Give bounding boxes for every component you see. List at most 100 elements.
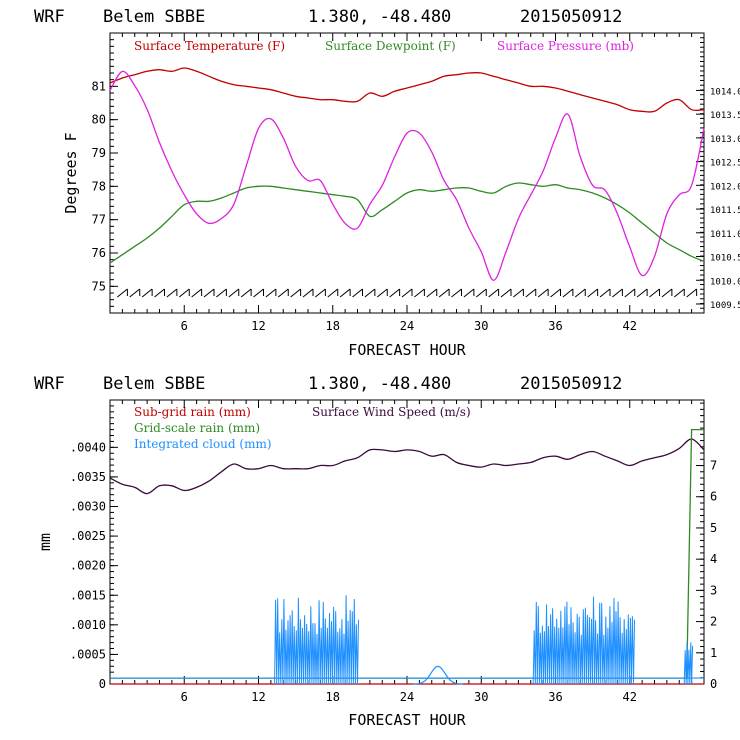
top-x-tick-label: 18 — [326, 319, 340, 333]
bottom-legend: Sub-grid rain (mm) Grid-scale rain (mm) … — [134, 405, 471, 451]
wind-barb — [154, 288, 165, 298]
legend-surface-pressure: Surface Pressure (mb) — [497, 39, 634, 53]
bottom-series-surface-wind-speed-m-s — [109, 438, 705, 495]
bottom-header-model: WRF — [34, 374, 65, 394]
wind-barb — [290, 288, 301, 298]
wind-barb — [426, 288, 438, 298]
bottom-y2-tick-label: 6 — [710, 490, 717, 504]
bottom-y2-tick-label: 2 — [710, 615, 717, 629]
legend-subgrid-rain: Sub-grid rain (mm) — [134, 405, 251, 419]
wind-barb — [537, 288, 549, 298]
bottom-series-integrated-cloud-mm-burst — [683, 642, 694, 685]
top-y2-tick-label: 1009.5 — [710, 301, 740, 311]
top-y2-tick-label: 1011.5 — [710, 206, 740, 216]
top-x-tick-label: 24 — [400, 319, 414, 333]
wind-barb — [649, 288, 660, 298]
top-y2-tick-label: 1012.5 — [710, 159, 740, 169]
top-y-tick-label: 79 — [92, 146, 106, 160]
wind-barb — [562, 288, 574, 298]
legend-wind-speed: Surface Wind Speed (m/s) — [312, 405, 471, 419]
top-x-axis-label: FORECAST HOUR — [348, 341, 466, 359]
bottom-y2-tick-label: 3 — [710, 583, 717, 597]
top-x-tick-label: 42 — [623, 319, 637, 333]
bottom-header-station: Belem SBBE — [103, 374, 205, 394]
top-header-coords: 1.380, -48.480 — [308, 7, 451, 27]
bottom-series-integrated-cloud-mm-bump — [413, 665, 463, 685]
wind-barb — [352, 288, 363, 298]
bottom-series-integrated-cloud-mm-burst — [532, 596, 635, 685]
bottom-y-tick-label: .0030 — [70, 500, 106, 514]
wind-barb — [525, 288, 537, 298]
wind-barb — [141, 288, 153, 298]
top-series-surface-dewpoint-f — [109, 182, 705, 264]
wind-barb — [612, 288, 623, 298]
wind-barb — [327, 288, 339, 298]
wind-barb — [673, 288, 685, 298]
wind-barb — [178, 288, 190, 298]
wind-barb — [253, 288, 264, 298]
wind-barb — [389, 288, 400, 298]
wind-barb — [240, 288, 252, 298]
legend-surface-temperature: Surface Temperature (F) — [134, 39, 285, 53]
wind-barb — [228, 288, 240, 298]
top-legend: Surface Temperature (F) Surface Dewpoint… — [134, 39, 634, 53]
wind-barb — [376, 288, 388, 298]
legend-integrated-cloud: Integrated cloud (mm) — [134, 437, 272, 451]
bottom-x-tick-label: 18 — [326, 690, 340, 704]
bottom-header-coords: 1.380, -48.480 — [308, 374, 451, 394]
bottom-y-tick-label: .0015 — [70, 588, 106, 602]
wind-barb — [339, 288, 351, 298]
top-header-date: 2015050912 — [520, 7, 622, 27]
wind-barb — [277, 288, 289, 298]
bottom-y-tick-label: .0040 — [70, 440, 106, 454]
top-header-station: Belem SBBE — [103, 7, 205, 27]
wind-barb — [624, 288, 636, 298]
top-y2-tick-label: 1011.0 — [710, 230, 740, 240]
bottom-y-tick-label: .0020 — [70, 559, 106, 573]
wind-barb — [463, 288, 475, 298]
wind-barb — [488, 288, 499, 298]
top-y2-tick-label: 1010.5 — [710, 254, 740, 264]
wind-barb — [513, 288, 524, 298]
bottom-x-tick-label: 6 — [181, 690, 188, 704]
bottom-y2-tick-label: 0 — [710, 677, 717, 691]
bottom-y2-tick-label: 7 — [710, 459, 717, 473]
top-header-model: WRF — [34, 7, 65, 27]
wind-barb — [302, 288, 314, 298]
top-y-tick-label: 80 — [92, 113, 106, 127]
wind-barb — [203, 288, 215, 298]
wind-barb — [599, 288, 611, 298]
bottom-y-tick-label: .0035 — [70, 470, 106, 484]
top-y2-tick-label: 1013.5 — [710, 111, 740, 121]
bottom-x-axis-label: FORECAST HOUR — [348, 711, 466, 729]
wind-barb — [191, 288, 202, 298]
wind-barb — [117, 288, 128, 298]
top-series-surface-pressure-mb — [109, 70, 705, 281]
top-y-axis-label: Degrees F — [62, 132, 80, 213]
top-y-tick-label: 78 — [92, 179, 106, 193]
top-panel-header: WRF Belem SBBE 1.380, -48.480 2015050912 — [34, 7, 622, 27]
wind-barb — [500, 288, 512, 298]
wind-barb — [129, 288, 141, 298]
top-x-tick-label: 36 — [548, 319, 562, 333]
wind-barb — [451, 288, 462, 298]
top-y2-tick-label: 1014.0 — [710, 87, 740, 97]
wind-barb — [587, 288, 598, 298]
bottom-y2-tick-label: 1 — [710, 646, 717, 660]
bottom-y-tick-label: 0 — [99, 677, 106, 691]
top-x-tick-label: 6 — [181, 319, 188, 333]
bottom-y-tick-label: .0005 — [70, 647, 106, 661]
wind-barb — [216, 288, 227, 298]
top-y-tick-label: 76 — [92, 246, 106, 260]
bottom-y2-tick-label: 4 — [710, 552, 717, 566]
wind-barb — [686, 288, 697, 298]
bottom-y2-tick-label: 5 — [710, 521, 717, 535]
bottom-x-tick-label: 36 — [548, 690, 562, 704]
legend-gridscale-rain: Grid-scale rain (mm) — [134, 421, 260, 435]
top-y2-tick-label: 1010.0 — [710, 277, 740, 287]
legend-surface-dewpoint: Surface Dewpoint (F) — [325, 39, 456, 53]
bottom-x-tick-label: 30 — [474, 690, 488, 704]
bottom-x-tick-label: 24 — [400, 690, 414, 704]
wind-barb — [574, 288, 586, 298]
